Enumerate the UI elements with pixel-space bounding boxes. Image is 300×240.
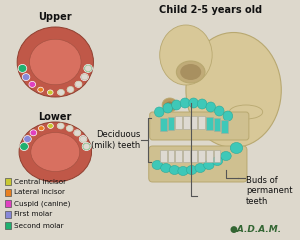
Ellipse shape [230, 143, 243, 154]
Ellipse shape [80, 136, 86, 142]
Ellipse shape [154, 107, 164, 117]
Ellipse shape [223, 111, 233, 121]
Text: Cuspid (canine): Cuspid (canine) [14, 200, 70, 207]
Bar [206, 150, 213, 162]
Ellipse shape [74, 130, 81, 136]
Bar [214, 150, 220, 162]
Text: Child 2-5 years old: Child 2-5 years old [159, 5, 262, 15]
Bar [168, 150, 175, 162]
Text: First molar: First molar [14, 211, 52, 217]
Bar [206, 117, 213, 130]
Text: Deciduous
(milk) teeth: Deciduous (milk) teeth [91, 130, 140, 150]
Ellipse shape [75, 81, 82, 87]
Bar [221, 120, 228, 133]
Ellipse shape [229, 105, 263, 119]
Bar [191, 116, 197, 129]
Ellipse shape [84, 64, 92, 72]
Bar [5, 200, 11, 207]
Bar [214, 118, 220, 131]
Ellipse shape [221, 151, 231, 161]
Ellipse shape [172, 100, 181, 110]
Ellipse shape [66, 126, 73, 132]
Bar [198, 150, 205, 162]
Text: Central incisor: Central incisor [14, 179, 66, 185]
Bar [160, 118, 167, 131]
Bar [135, 0, 286, 240]
Ellipse shape [58, 123, 64, 129]
Bar [5, 178, 11, 185]
Bar [160, 150, 167, 162]
Text: Lateral incisor: Lateral incisor [14, 190, 65, 196]
Text: Upper: Upper [38, 12, 72, 22]
Ellipse shape [18, 64, 27, 72]
Ellipse shape [81, 74, 88, 81]
Ellipse shape [81, 74, 88, 80]
Ellipse shape [38, 87, 43, 92]
Ellipse shape [38, 126, 44, 131]
Ellipse shape [20, 143, 28, 150]
Ellipse shape [67, 87, 73, 92]
Bar [176, 150, 182, 162]
Ellipse shape [74, 130, 80, 136]
Ellipse shape [195, 163, 206, 173]
Ellipse shape [31, 132, 80, 172]
Ellipse shape [204, 161, 214, 169]
Ellipse shape [161, 163, 171, 173]
Ellipse shape [214, 106, 224, 116]
Bar [5, 189, 11, 196]
Ellipse shape [58, 90, 63, 95]
Ellipse shape [186, 166, 197, 174]
Ellipse shape [24, 136, 31, 143]
Ellipse shape [152, 161, 163, 169]
Text: ●A.D.A.M.: ●A.D.A.M. [229, 225, 281, 234]
Ellipse shape [30, 39, 81, 85]
Ellipse shape [212, 156, 223, 166]
Ellipse shape [165, 102, 175, 110]
Ellipse shape [176, 61, 205, 83]
Text: Buds of
permanent
teeth: Buds of permanent teeth [246, 176, 292, 206]
FancyBboxPatch shape [150, 112, 249, 140]
Bar [176, 116, 182, 129]
Ellipse shape [67, 86, 74, 92]
Ellipse shape [178, 167, 188, 175]
Bar [5, 211, 11, 218]
Ellipse shape [162, 98, 177, 112]
Text: Lower: Lower [39, 112, 72, 122]
Ellipse shape [19, 122, 92, 182]
Ellipse shape [160, 25, 212, 85]
Bar [198, 116, 205, 129]
Ellipse shape [75, 81, 82, 87]
Ellipse shape [169, 166, 180, 174]
Ellipse shape [189, 98, 198, 108]
Ellipse shape [82, 143, 91, 150]
Ellipse shape [85, 66, 92, 72]
Ellipse shape [22, 74, 30, 81]
Bar [168, 117, 175, 130]
Bar [183, 116, 190, 129]
Ellipse shape [30, 130, 37, 136]
Ellipse shape [47, 90, 53, 95]
FancyBboxPatch shape [149, 146, 247, 182]
Text: Second molar: Second molar [14, 222, 64, 228]
Bar [191, 150, 197, 162]
Bar [183, 150, 190, 162]
Ellipse shape [186, 32, 281, 148]
Ellipse shape [17, 27, 93, 97]
Ellipse shape [57, 123, 63, 128]
Ellipse shape [48, 123, 53, 128]
Ellipse shape [180, 98, 190, 108]
Ellipse shape [163, 103, 172, 113]
Ellipse shape [79, 136, 87, 143]
Ellipse shape [29, 81, 36, 87]
Ellipse shape [66, 126, 72, 131]
Ellipse shape [180, 64, 201, 80]
Ellipse shape [83, 144, 90, 150]
Bar [5, 222, 11, 229]
Ellipse shape [58, 89, 64, 95]
Ellipse shape [206, 102, 215, 112]
Ellipse shape [197, 99, 207, 109]
